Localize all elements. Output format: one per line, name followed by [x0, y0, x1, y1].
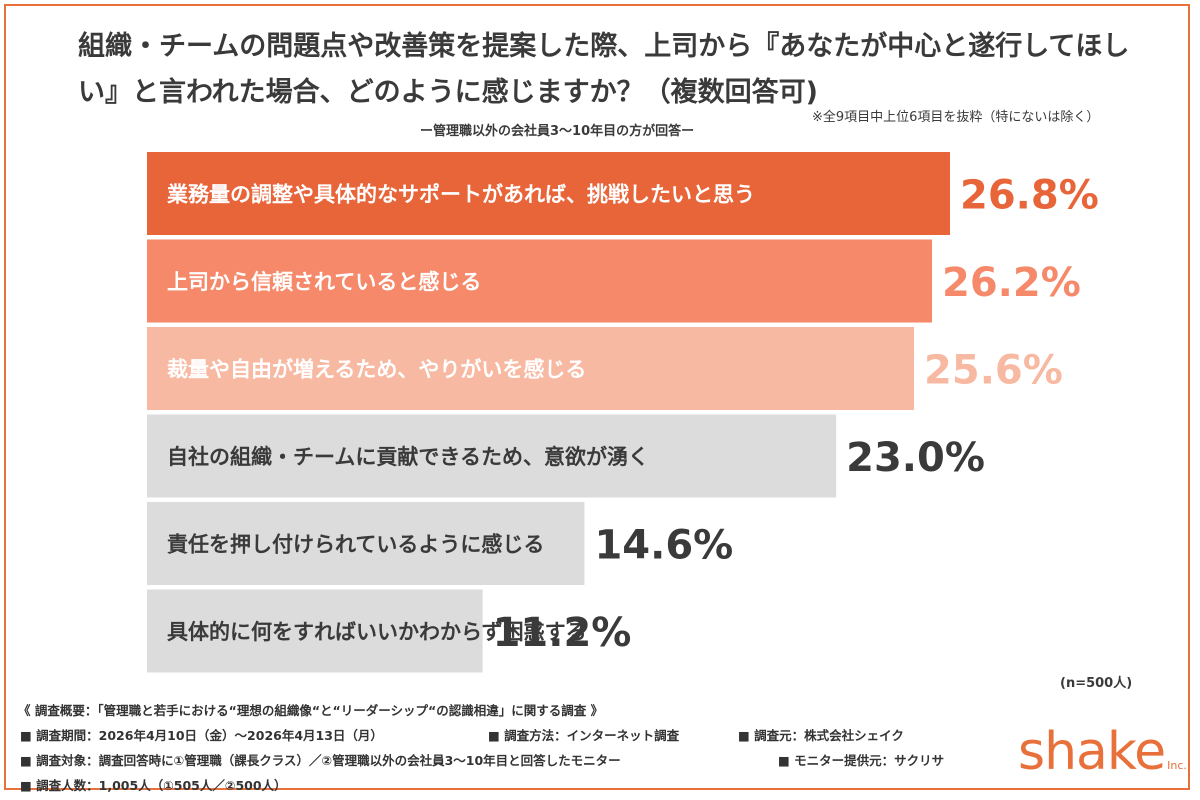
- value-label-3: 25.6%: [924, 348, 1063, 394]
- value-label-1: 26.8%: [960, 173, 1099, 219]
- chart-subtitle: ー管理職以外の会社員3〜10年目の方が回答ー: [420, 124, 695, 139]
- value-label-5: 14.6%: [594, 523, 733, 569]
- survey-target: ■ 調査対象：調査回答時に①管理職（課長クラス）／②管理職以外の会社員3〜10年…: [20, 753, 621, 768]
- logo-inc: Inc.: [1167, 759, 1187, 772]
- survey-overview: 《 調査概要：「管理職と若手における“理想の組織像“と“リーダーシップ“の認識相…: [18, 703, 604, 718]
- bar-label-3: 裁量や自由が増えるため、やりがいを感じる: [167, 358, 586, 382]
- selection-note: ※全9項目中上位6項目を抜粋（特にないは除く）: [812, 110, 1100, 125]
- survey-period: ■ 調査期間：2026年4月10日（金）〜2026年4月13日（月）: [20, 728, 383, 743]
- survey-method: ■ 調査方法：インターネット調査: [488, 728, 680, 743]
- bar-6: [147, 589, 483, 673]
- value-label-6: 11.2%: [493, 610, 632, 656]
- survey-count: ■ 調査人数：1,005人（①505人／②500人）: [20, 778, 287, 793]
- shake-logo: shake Inc.: [1018, 722, 1187, 782]
- bar-label-5: 責任を押し付けられているように感じる: [167, 533, 544, 557]
- bar-label-6: 具体的に何をすればいいかわからず困惑する: [167, 620, 587, 644]
- chart-title: 組織・チームの問題点や改善策を提案した際、上司から『あなたが中心と遂行してほしい…: [78, 31, 1130, 108]
- value-label-4: 23.0%: [846, 435, 985, 481]
- bar-4: [147, 414, 837, 498]
- value-label-2: 26.2%: [942, 260, 1081, 306]
- bar-label-2: 上司から信頼されていると感じる: [167, 270, 481, 294]
- bar-3: [147, 327, 915, 410]
- bar-label-1: 業務量の調整や具体的なサポートがあれば、挑戦したいと思う: [167, 183, 755, 207]
- bar-5: [147, 502, 585, 585]
- survey-source: ■ 調査元：株式会社シェイク: [738, 728, 904, 743]
- bar-2: [147, 239, 933, 323]
- bar-label-4: 自社の組織・チームに貢献できるため、意欲が湧く: [167, 445, 649, 469]
- monitor-provider: ■ モニター提供元：サクリサ: [778, 753, 945, 768]
- logo-wordmark: shake: [1018, 722, 1166, 782]
- bar-1: [147, 152, 950, 235]
- sample-size-note: (n=500人): [1060, 676, 1133, 691]
